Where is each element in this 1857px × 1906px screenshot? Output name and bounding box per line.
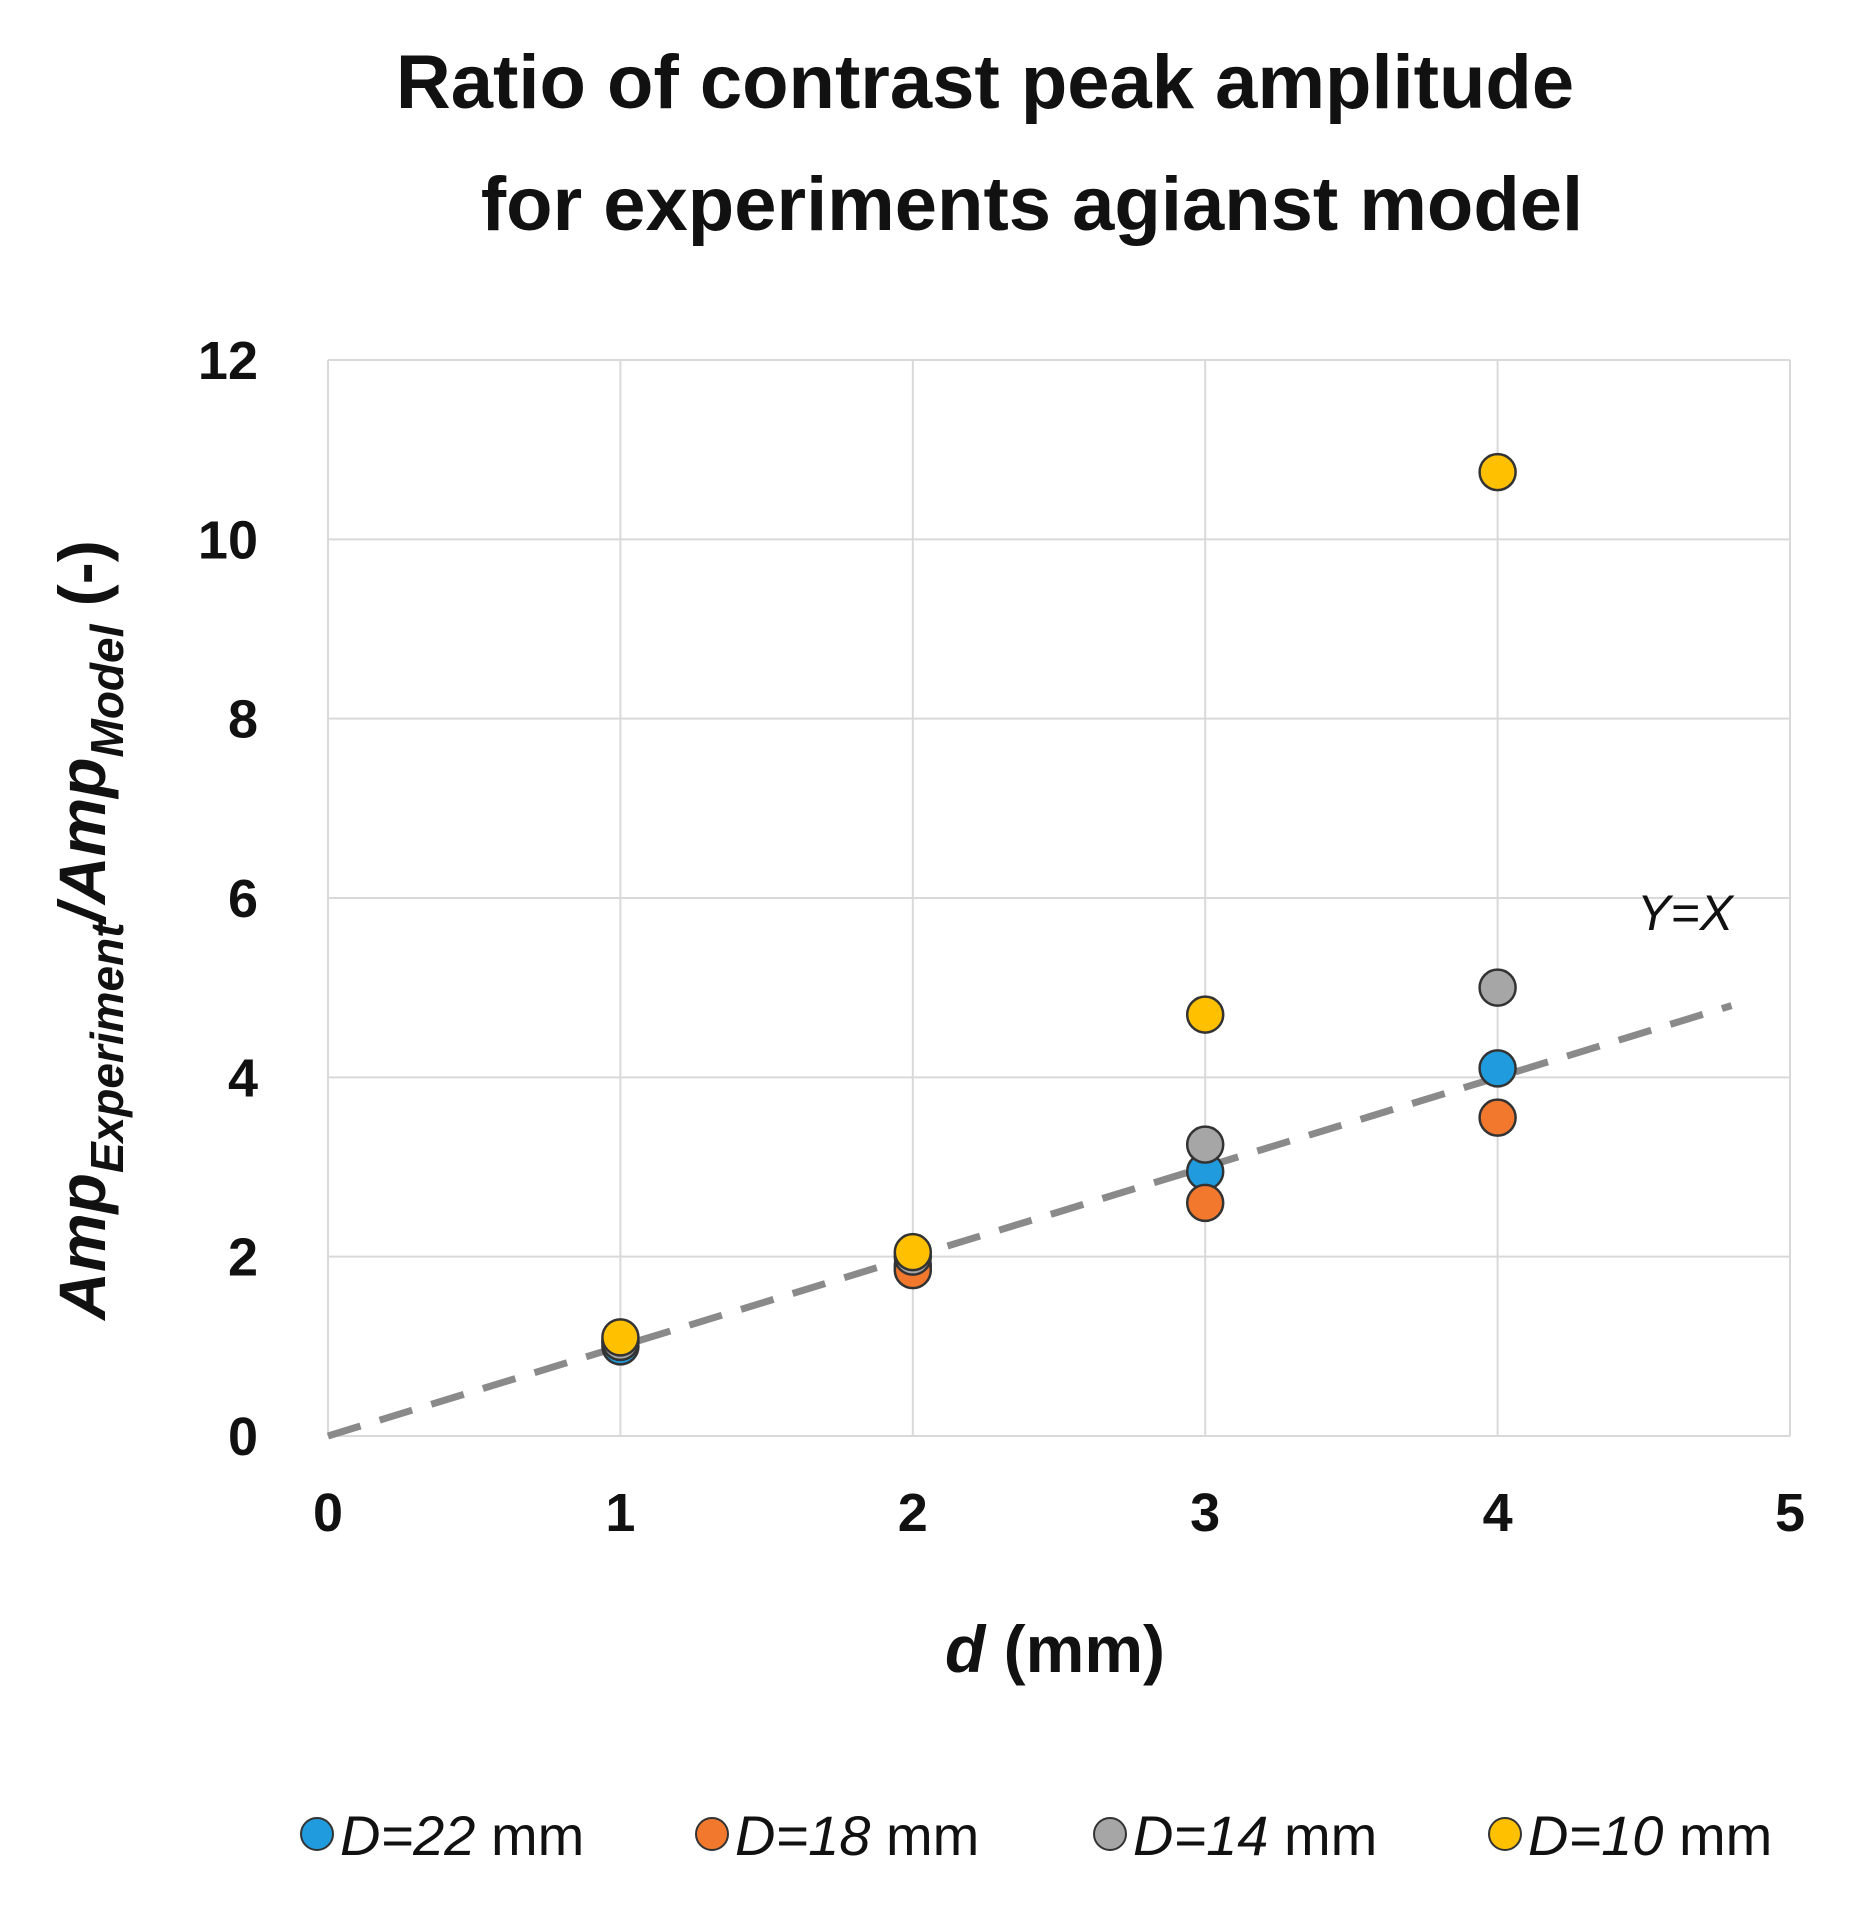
x-axis-title-variable: d — [945, 1612, 987, 1686]
reference-line-label: Y=X — [1637, 885, 1735, 941]
point-d14-3 — [1478, 968, 1517, 1007]
legend-marker-d10 — [1488, 1817, 1522, 1851]
y-tick-label-8: 8 — [228, 690, 258, 750]
y-axis-title: AmpExperiment/AmpModel (-) — [45, 540, 133, 1321]
y-axis-title-sub-experiment: Experiment — [81, 921, 133, 1173]
y-tick-label-4: 4 — [228, 1048, 258, 1108]
legend-label-d10-unit: mm — [1663, 1804, 1772, 1867]
legend-marker-d18 — [695, 1817, 729, 1851]
legend-label-d10-name: D=10 — [1528, 1804, 1663, 1867]
legend-label-d22: D=22 mm — [340, 1804, 584, 1867]
y-axis-title-group: AmpExperiment/AmpModel (-) — [45, 540, 133, 1321]
x-axis-title: d (mm) — [945, 1612, 1165, 1686]
x-tick-label-0: 0 — [313, 1483, 343, 1543]
legend-label-d18-unit: mm — [870, 1804, 979, 1867]
reference-line-y-equals-x — [326, 1002, 1733, 1440]
legend-marker-d14 — [1093, 1817, 1127, 1851]
legend-label-d14: D=14 mm — [1133, 1804, 1377, 1867]
chart-title-line-2: for experiments agianst model — [481, 162, 1583, 247]
point-d14-2 — [1185, 1125, 1225, 1164]
legend-item-d14: D=14 mm — [1093, 1804, 1377, 1867]
y-tick-label-6: 6 — [228, 869, 258, 929]
legend-label-d22-name: D=22 — [340, 1804, 475, 1867]
legend-item-d22: D=22 mm — [300, 1804, 584, 1867]
reference-line-group — [326, 1002, 1733, 1440]
point-d10-0 — [601, 1318, 640, 1357]
legend: D=22 mm D=18 mm D=14 mm D=10 mm — [300, 1804, 1772, 1867]
legend-label-d10: D=10 mm — [1528, 1804, 1772, 1867]
legend-item-d10: D=10 mm — [1488, 1804, 1772, 1867]
legend-marker-d22 — [300, 1817, 334, 1851]
legend-label-d14-name: D=14 — [1133, 1804, 1268, 1867]
x-axis-title-unit: (mm) — [985, 1612, 1165, 1686]
y-tick-label-0: 0 — [228, 1407, 258, 1467]
point-d18-2 — [1185, 1183, 1225, 1223]
y-tick-label-2: 2 — [228, 1228, 258, 1288]
grid-lines — [327, 359, 1791, 1437]
legend-label-d18-name: D=18 — [735, 1804, 870, 1867]
point-d22-3 — [1478, 1049, 1517, 1088]
y-axis-title-sub-model: Model — [81, 623, 133, 757]
y-tick-label-12: 12 — [198, 331, 258, 391]
point-d10-3 — [1478, 452, 1517, 492]
y-axis-title-amp2: Amp — [45, 757, 119, 906]
chart-title-line-1: Ratio of contrast peak amplitude — [396, 40, 1574, 125]
point-d10-2 — [1185, 995, 1225, 1034]
legend-label-d22-unit: mm — [475, 1804, 584, 1867]
x-tick-label-4: 4 — [1483, 1483, 1513, 1543]
y-axis-title-unit: (-) — [45, 540, 119, 624]
y-tick-label-10: 10 — [198, 510, 258, 570]
x-tick-label-1: 1 — [605, 1483, 635, 1543]
legend-label-d18: D=18 mm — [735, 1804, 979, 1867]
x-tick-label-3: 3 — [1190, 1483, 1220, 1543]
data-points — [601, 452, 1517, 1366]
legend-item-d18: D=18 mm — [695, 1804, 979, 1867]
x-tick-label-5: 5 — [1775, 1483, 1805, 1543]
point-d10-1 — [893, 1232, 933, 1272]
x-tick-label-2: 2 — [898, 1483, 928, 1543]
legend-label-d14-unit: mm — [1268, 1804, 1377, 1867]
y-axis-title-amp1: Amp — [45, 1173, 119, 1322]
point-d18-3 — [1478, 1098, 1517, 1137]
